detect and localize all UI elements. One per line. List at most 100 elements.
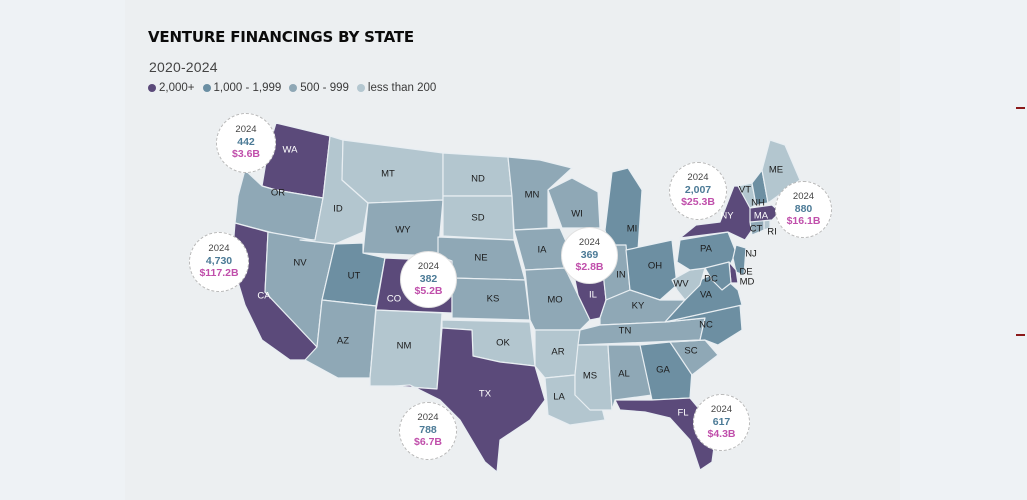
- label-OH: OH: [648, 261, 662, 272]
- callout-year: 2024: [578, 236, 601, 248]
- callout-amount: $2.8B: [575, 260, 604, 273]
- label-WA: WA: [283, 145, 299, 156]
- label-KY: KY: [632, 301, 645, 312]
- label-RI: RI: [767, 227, 777, 238]
- legend-item-tier3: 500 - 999: [289, 82, 349, 94]
- label-IA: IA: [538, 245, 548, 256]
- legend-label: 1,000 - 1,999: [213, 82, 282, 94]
- callout-count: 788: [419, 424, 437, 437]
- state-FL[interactable]: [614, 397, 716, 471]
- legend-dot-icon: [356, 84, 365, 92]
- state-MN[interactable]: [507, 156, 573, 231]
- state-AL[interactable]: [607, 344, 653, 411]
- label-DC: DC: [704, 274, 718, 285]
- label-NE: NE: [474, 253, 487, 264]
- callout-year: 2024: [792, 190, 815, 202]
- label-MO: MO: [547, 295, 562, 306]
- edge-marker: [1016, 107, 1025, 109]
- chart-subtitle: 2020-2024: [149, 59, 218, 75]
- callout-MA: 2024 880 $16.1B: [775, 181, 832, 238]
- callout-count: 382: [419, 272, 438, 285]
- label-WI: WI: [571, 209, 583, 220]
- label-UT: UT: [348, 271, 361, 282]
- label-TN: TN: [619, 326, 632, 337]
- label-LA: LA: [553, 392, 565, 403]
- legend-item-tier4: less than 200: [356, 82, 437, 94]
- legend-label: 500 - 999: [300, 82, 349, 94]
- label-MS: MS: [583, 371, 597, 382]
- state-MD[interactable]: [704, 261, 732, 291]
- callout-amount: $117.2B: [199, 267, 239, 280]
- state-ME[interactable]: [761, 139, 801, 204]
- label-ND: ND: [471, 174, 485, 185]
- label-NM: NM: [397, 341, 412, 352]
- label-VA: VA: [700, 290, 713, 301]
- callout-amount: $4.3B: [707, 427, 736, 440]
- callout-amount: $16.1B: [786, 214, 821, 227]
- label-WY: WY: [395, 225, 411, 236]
- state-TX[interactable]: [394, 327, 546, 473]
- legend-dot-icon: [202, 84, 211, 92]
- callout-year: 2024: [710, 403, 733, 415]
- chart-title: VENTURE FINANCINGS BY STATE: [148, 28, 414, 46]
- label-AR: AR: [551, 347, 564, 358]
- label-KS: KS: [487, 294, 500, 305]
- label-TX: TX: [479, 389, 492, 400]
- legend-item-tier1: 2,000+: [148, 82, 195, 94]
- callout-amount: $5.2B: [414, 284, 443, 297]
- label-CA: CA: [257, 291, 271, 302]
- callout-NY: 2024 2,007 $25.3B: [669, 162, 727, 220]
- callout-count: 4,730: [205, 255, 233, 268]
- label-GA: GA: [656, 365, 670, 376]
- label-MN: MN: [525, 190, 540, 201]
- callout-CO: 2024 382 $5.2B: [400, 251, 457, 308]
- callout-year: 2024: [417, 412, 439, 424]
- label-MI: MI: [627, 224, 638, 235]
- callout-year: 2024: [417, 260, 440, 272]
- state-NC[interactable]: [664, 304, 743, 346]
- state-NJ[interactable]: [732, 244, 747, 276]
- callout-IL: 2024 369 $2.8B: [561, 227, 618, 284]
- callout-count: 442: [237, 136, 255, 149]
- callout-amount: $25.3B: [681, 196, 715, 209]
- label-OR: OR: [271, 188, 285, 199]
- label-SD: SD: [471, 213, 484, 224]
- label-NC: NC: [699, 320, 713, 331]
- callout-CA: 2024 4,730 $117.2B: [189, 232, 249, 292]
- legend-label: 2,000+: [159, 82, 195, 94]
- label-NY: NY: [720, 211, 734, 222]
- label-IL: IL: [589, 290, 597, 301]
- legend-dot-icon: [289, 84, 298, 92]
- state-AZ[interactable]: [304, 299, 377, 379]
- callout-count: 617: [712, 415, 731, 428]
- legend-dot-icon: [148, 84, 156, 92]
- label-NH: NH: [751, 198, 765, 209]
- callout-amount: $6.7B: [413, 436, 443, 449]
- callout-year: 2024: [208, 243, 230, 255]
- label-AZ: AZ: [337, 336, 349, 347]
- label-DE: DE: [739, 267, 752, 278]
- state-WI[interactable]: [547, 177, 601, 229]
- label-FL: FL: [677, 408, 688, 419]
- label-MD: MD: [740, 277, 755, 288]
- callout-amount: $3.6B: [231, 148, 261, 161]
- callout-WA: 2024 442 $3.6B: [216, 113, 276, 173]
- label-PA: PA: [700, 244, 713, 255]
- callout-FL: 2024 617 $4.3B: [693, 394, 750, 451]
- label-CT: CT: [750, 224, 763, 235]
- label-ME: ME: [769, 165, 783, 176]
- state-OH[interactable]: [625, 239, 678, 301]
- label-SC: SC: [684, 346, 697, 357]
- legend-label: less than 200: [367, 82, 437, 94]
- label-MT: MT: [381, 169, 395, 180]
- callout-count: 2,007: [684, 184, 712, 197]
- label-ID: ID: [333, 204, 343, 215]
- label-NJ: NJ: [745, 249, 757, 260]
- callout-year: 2024: [687, 172, 709, 184]
- label-MA: MA: [754, 211, 769, 222]
- label-NV: NV: [293, 258, 307, 269]
- legend: 2,000+ 1,000 - 1,999 500 - 999 less than…: [148, 82, 436, 94]
- legend-item-tier2: 1,000 - 1,999: [202, 82, 282, 94]
- callout-count: 880: [794, 202, 813, 215]
